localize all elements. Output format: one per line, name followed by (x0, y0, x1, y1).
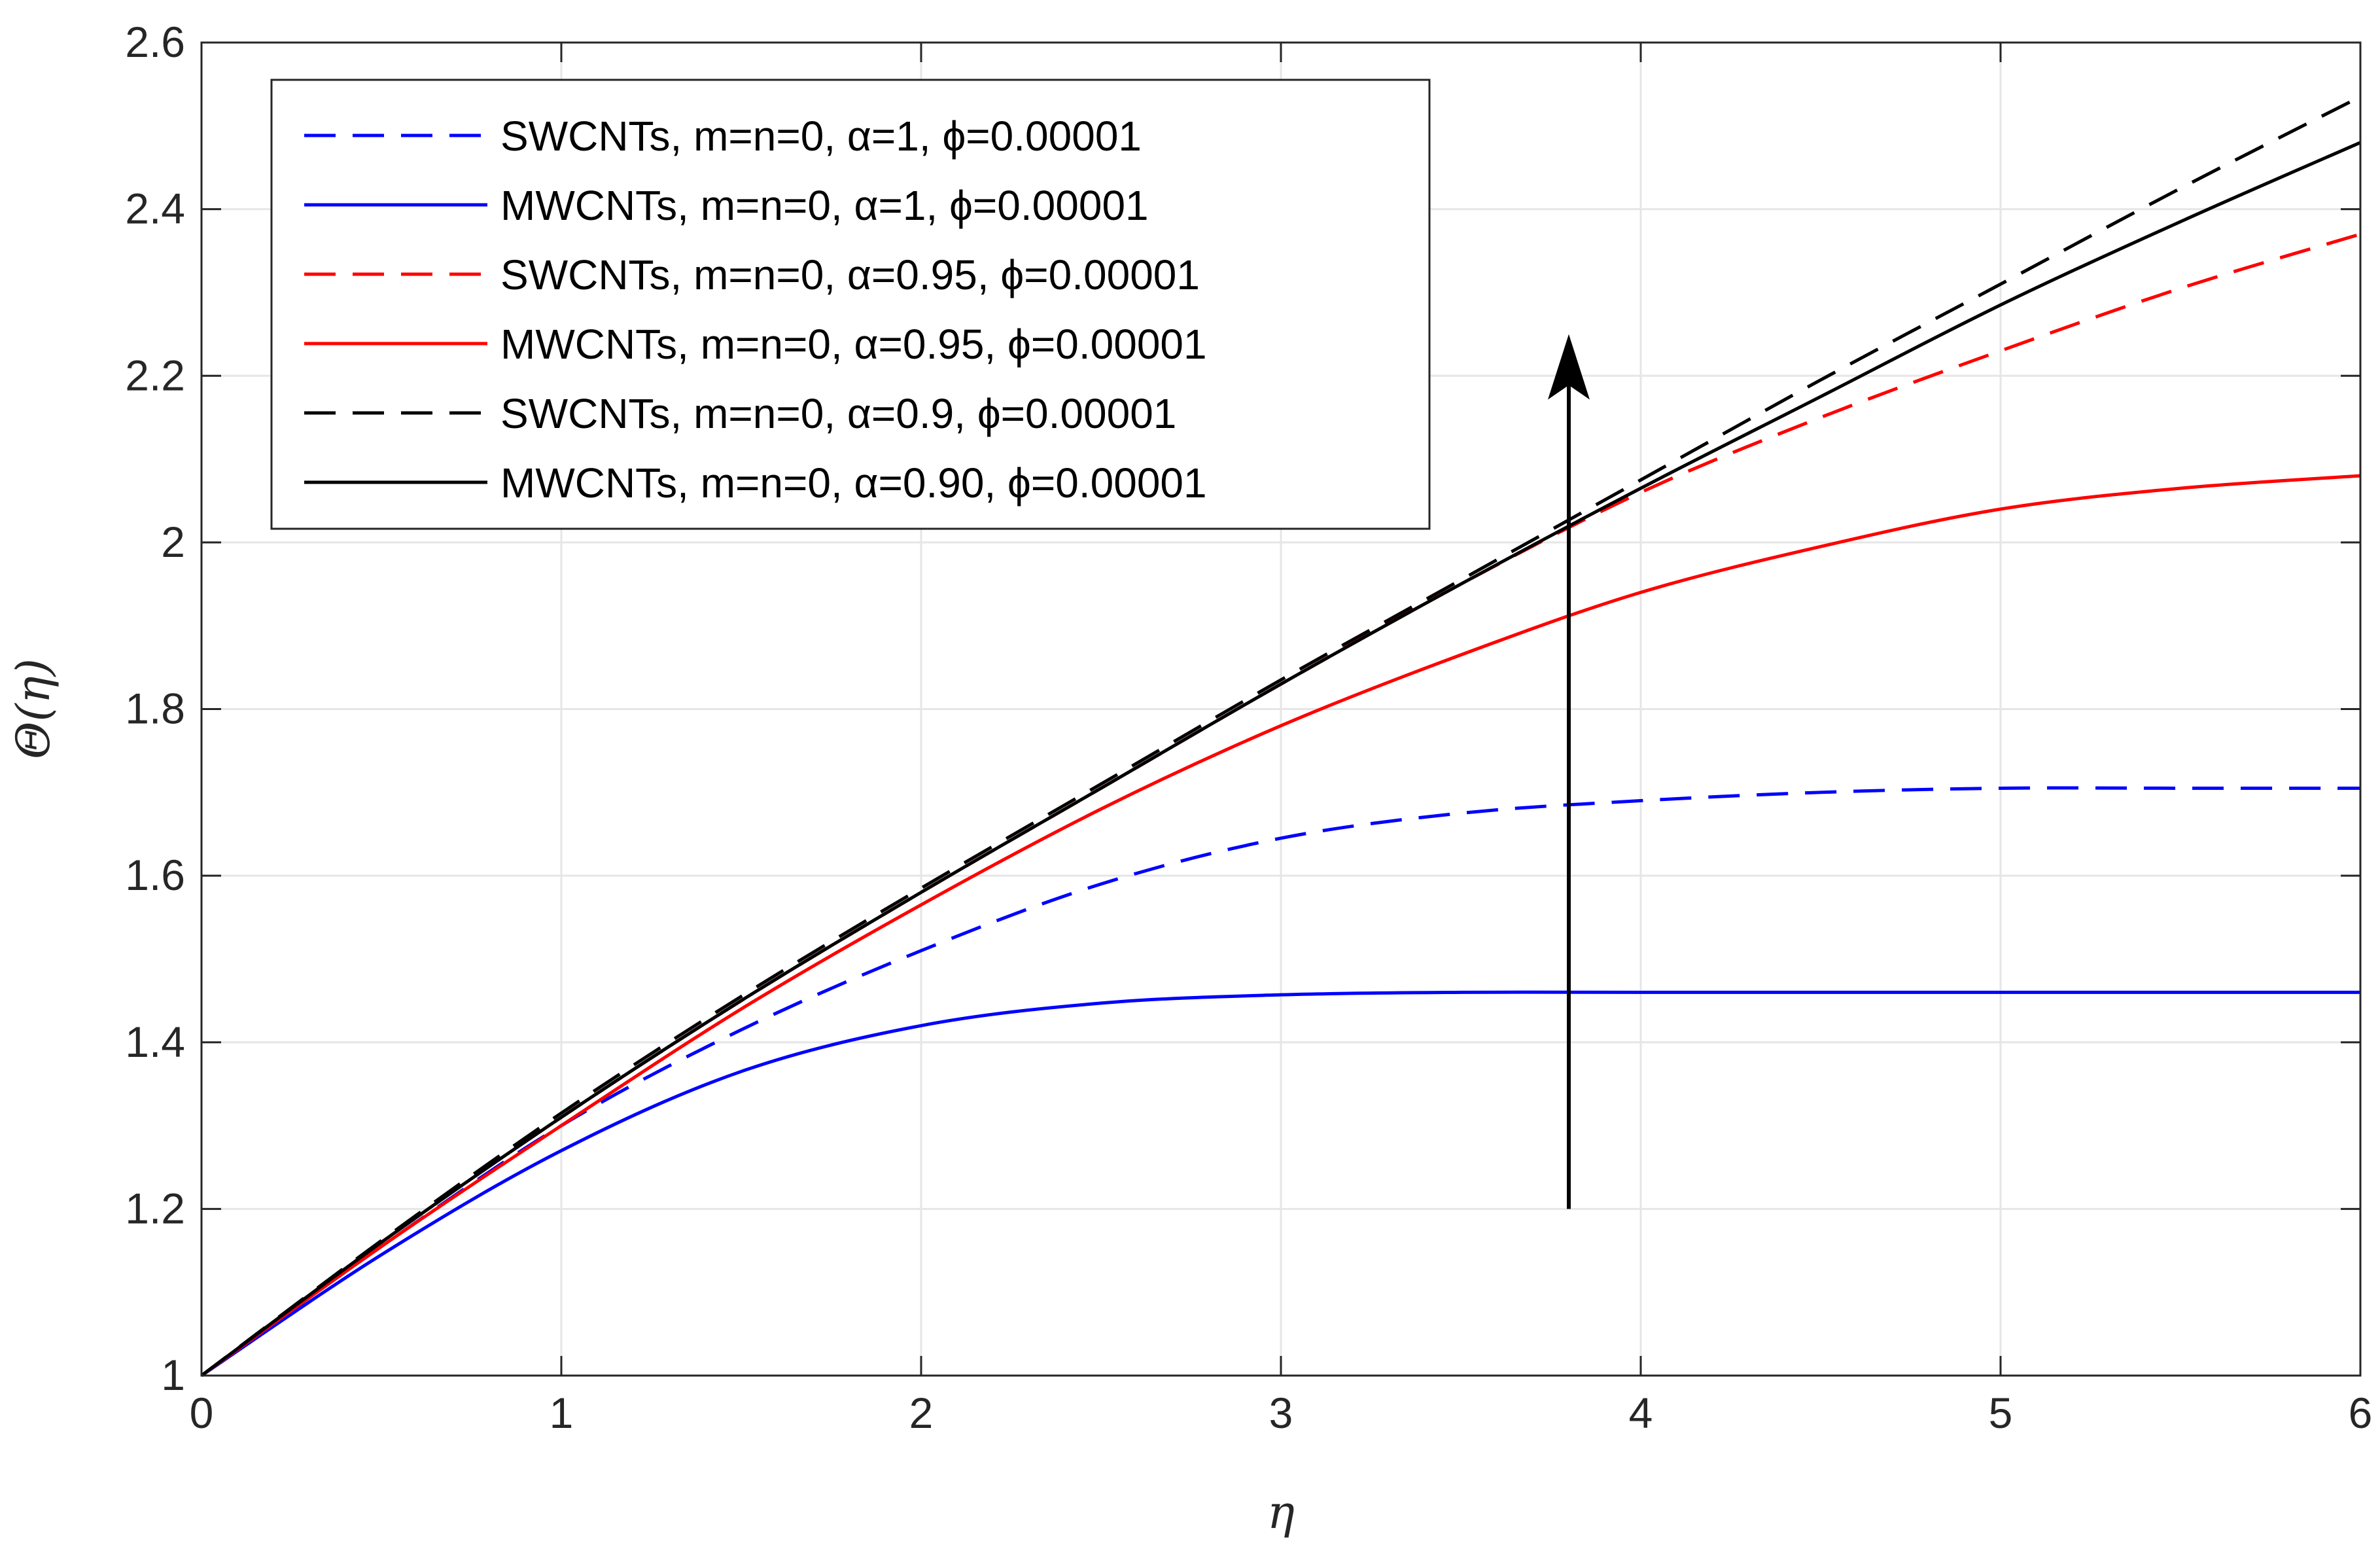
arrow-head (1548, 334, 1590, 400)
x-axis-label: η (1267, 1486, 1295, 1539)
x-tick-label: 1 (550, 1389, 574, 1437)
y-tick-label: 1.2 (125, 1184, 185, 1232)
legend-entry: SWCNTs, m=n=0, α=1, ϕ=0.00001 (500, 113, 1142, 160)
y-tick-label: 2.4 (125, 185, 185, 233)
annotation-arrow (1548, 334, 1590, 1209)
legend-entry: MWCNTs, m=n=0, α=1, ϕ=0.00001 (500, 182, 1149, 229)
x-tick-label: 5 (1989, 1389, 2013, 1437)
legend-entry: SWCNTs, m=n=0, α=0.95, ϕ=0.00001 (500, 251, 1200, 298)
x-tick-label: 6 (2349, 1389, 2373, 1437)
x-tick-label: 4 (1629, 1389, 1653, 1437)
legend-entry: MWCNTs, m=n=0, α=0.90, ϕ=0.00001 (500, 459, 1207, 507)
y-tick-label: 1.4 (125, 1018, 185, 1066)
series-line-5 (200, 95, 2362, 1378)
y-tick-label: 2.2 (125, 351, 185, 399)
legend-box (270, 79, 1431, 530)
series-line-4 (200, 474, 2361, 1378)
series-line-6 (200, 141, 2362, 1378)
legend: SWCNTs, m=n=0, α=1, ϕ=0.00001 MWCNTs, m=n… (270, 79, 1431, 530)
legend-entry: SWCNTs, m=n=0, α=0.9, ϕ=0.00001 (500, 390, 1176, 437)
legend-entry: MWCNTs, m=n=0, α=0.95, ϕ=0.00001 (500, 321, 1207, 368)
y-tick-label: 1.8 (125, 685, 185, 733)
x-tick-label: 0 (190, 1389, 214, 1437)
axis-ticks: 0 1 2 3 4 5 611.21.41.61.822.22.42.6 (125, 18, 2372, 1437)
series-line-2 (200, 990, 2360, 1378)
y-tick-label: 1.6 (125, 851, 185, 899)
x-tick-label: 2 (909, 1389, 934, 1437)
y-axis-label: Θ(η) (7, 658, 60, 759)
y-tick-label: 2.6 (125, 18, 185, 66)
x-tick-label: 3 (1269, 1389, 1293, 1437)
y-tick-label: 2 (161, 518, 185, 566)
y-tick-label: 1 (161, 1351, 185, 1399)
series-lines (200, 95, 2362, 1378)
